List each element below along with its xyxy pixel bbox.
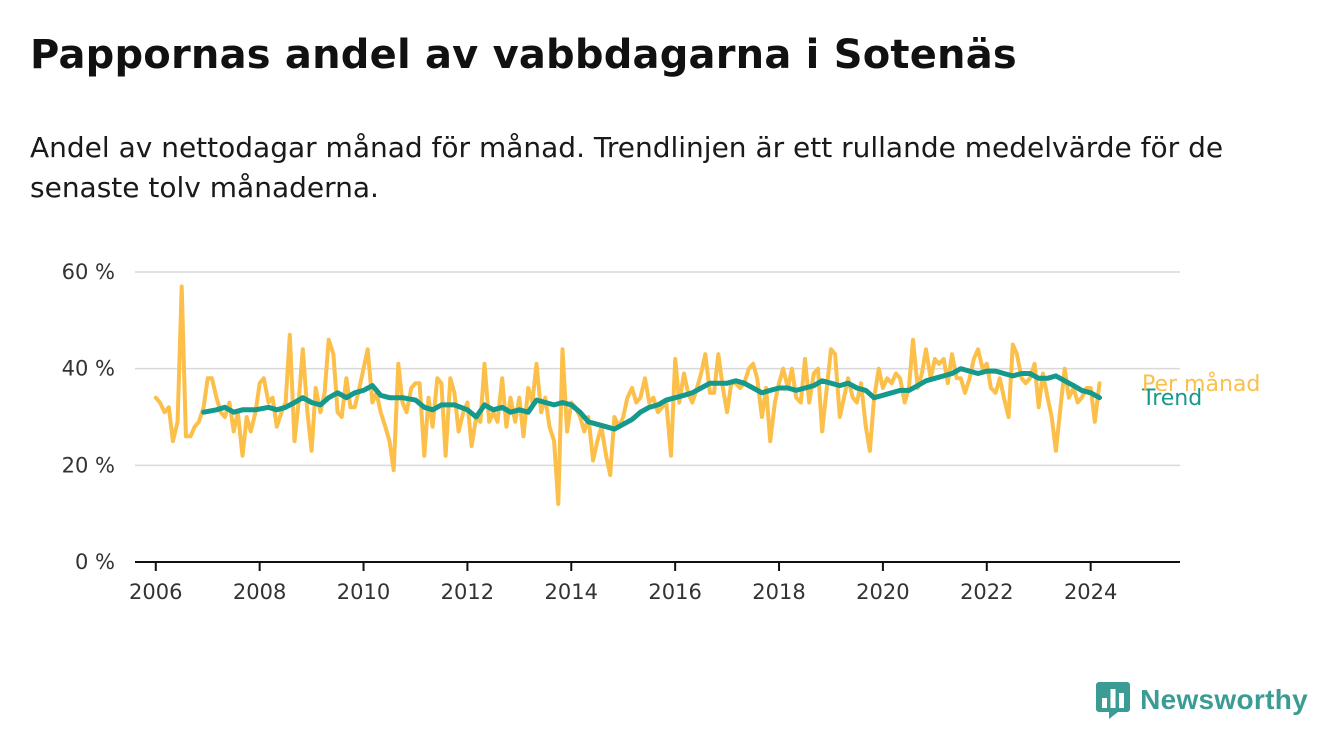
y-tick-label: 40 % (62, 357, 115, 381)
y-axis-tick-labels: 0 % 20 % 40 % 60 % (62, 260, 115, 574)
x-tick-label: 2018 (752, 580, 805, 604)
series-line-per-manad (153, 284, 1102, 506)
y-tick-label: 20 % (62, 453, 115, 477)
series-lines (153, 284, 1102, 506)
x-tick-label: 2008 (233, 580, 286, 604)
brand-logo: Newsworthy (1096, 680, 1308, 720)
gridlines (135, 271, 1180, 563)
x-tick-label: 2024 (1064, 580, 1117, 604)
brand-name: Newsworthy (1140, 684, 1308, 715)
chart-title: Pappornas andel av vabbdagarna i Sotenäs (30, 32, 1017, 78)
x-tick-label: 2022 (960, 580, 1013, 604)
x-tick-label: 2016 (648, 580, 701, 604)
x-tick-label: 2010 (337, 580, 390, 604)
x-tick-label: 2012 (441, 580, 494, 604)
series-label-trend: Trend (1141, 386, 1202, 411)
x-axis-tick-labels: 2006 2008 2010 2012 2014 2016 2018 2020 2022 2024 (129, 562, 1117, 604)
x-tick-label: 2020 (856, 580, 909, 604)
bar-chart-speech-bubble-icon (1096, 682, 1131, 719)
y-tick-label: 0 % (75, 550, 115, 574)
x-tick-label: 2006 (129, 580, 182, 604)
chart-subtitle: Andel av nettodagar månad för månad. Tre… (30, 131, 1224, 204)
series-line-trend (201, 366, 1102, 432)
y-tick-label: 60 % (62, 260, 115, 284)
series-label-per-manad: Per månad (1142, 371, 1260, 397)
x-tick-label: 2014 (545, 580, 598, 604)
